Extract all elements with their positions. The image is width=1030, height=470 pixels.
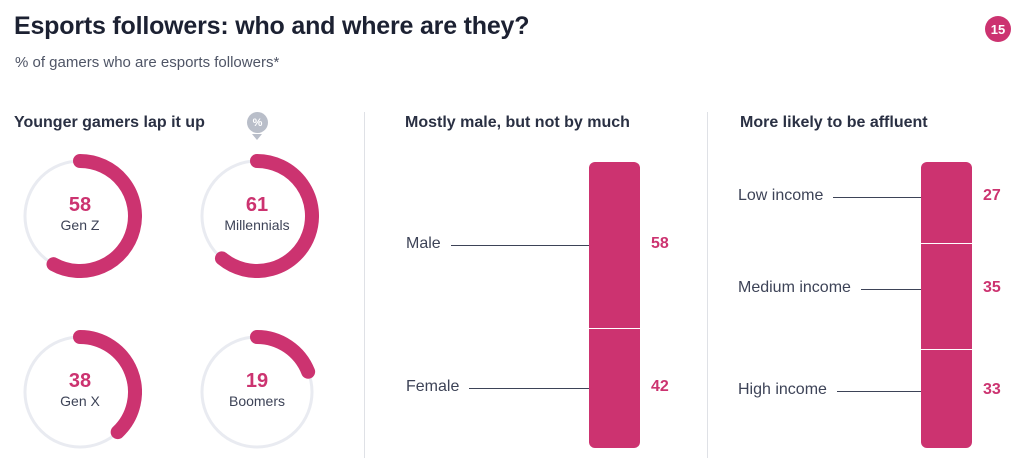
bar-segment-female (589, 327, 640, 448)
value-label: 42 (651, 377, 669, 395)
donut-label: Boomers (228, 393, 286, 409)
donut-ring (23, 330, 142, 449)
donut-gen-z: 58 Gen Z (18, 154, 142, 278)
donut-value: 38 (68, 370, 92, 392)
value-label: 58 (651, 234, 669, 252)
donut-arc (214, 154, 319, 278)
leader-line (451, 244, 589, 246)
donut-value: 58 (68, 194, 92, 216)
donut-arc (73, 330, 142, 440)
gender-section-title: Mostly male, but not by much (405, 114, 630, 131)
donut-boomers: 19 Boomers (195, 330, 319, 454)
leader-line (833, 196, 921, 198)
category-label: Male (406, 234, 441, 252)
section-divider (364, 112, 365, 458)
donut-ring (200, 154, 319, 278)
age-section-title: Younger gamers lap it up (14, 114, 205, 131)
category-label: Female (406, 377, 460, 395)
donut-label: Gen X (60, 393, 100, 409)
page-number-badge: 15 (985, 16, 1011, 42)
value-label: 33 (983, 381, 1001, 399)
category-label: Low income (738, 186, 824, 204)
value-label: 35 (983, 278, 1001, 296)
category-label: Medium income (738, 278, 851, 296)
donut-value: 61 (245, 194, 269, 216)
percent-badge: % (247, 112, 268, 133)
bar-segment-medium-income (921, 243, 972, 349)
leader-line (469, 387, 589, 389)
income-section-title: More likely to be affluent (740, 114, 928, 131)
bar-segment-male (589, 162, 640, 328)
donut-value: 19 (245, 370, 269, 392)
donut-label: Millennials (224, 217, 290, 233)
donut-label: Gen Z (60, 217, 100, 233)
page-title: Esports followers: who and where are the… (14, 12, 530, 40)
page-subtitle: % of gamers who are esports followers* (15, 54, 280, 71)
leader-line (837, 391, 921, 393)
value-label: 27 (983, 186, 1001, 204)
donut-arc (250, 330, 316, 379)
leader-line (861, 288, 921, 290)
donut-ring (23, 154, 142, 278)
category-label: High income (738, 381, 827, 399)
donut-gen-x: 38 Gen X (18, 330, 142, 454)
bar-segment-high-income (921, 348, 972, 448)
bar-segment-low-income (921, 162, 972, 244)
donut-arc (46, 154, 142, 278)
donut-millennials: 61 Millennials (195, 154, 319, 278)
section-divider (707, 112, 708, 458)
percent-badge-pointer-icon (252, 134, 262, 140)
donut-ring (200, 330, 316, 449)
